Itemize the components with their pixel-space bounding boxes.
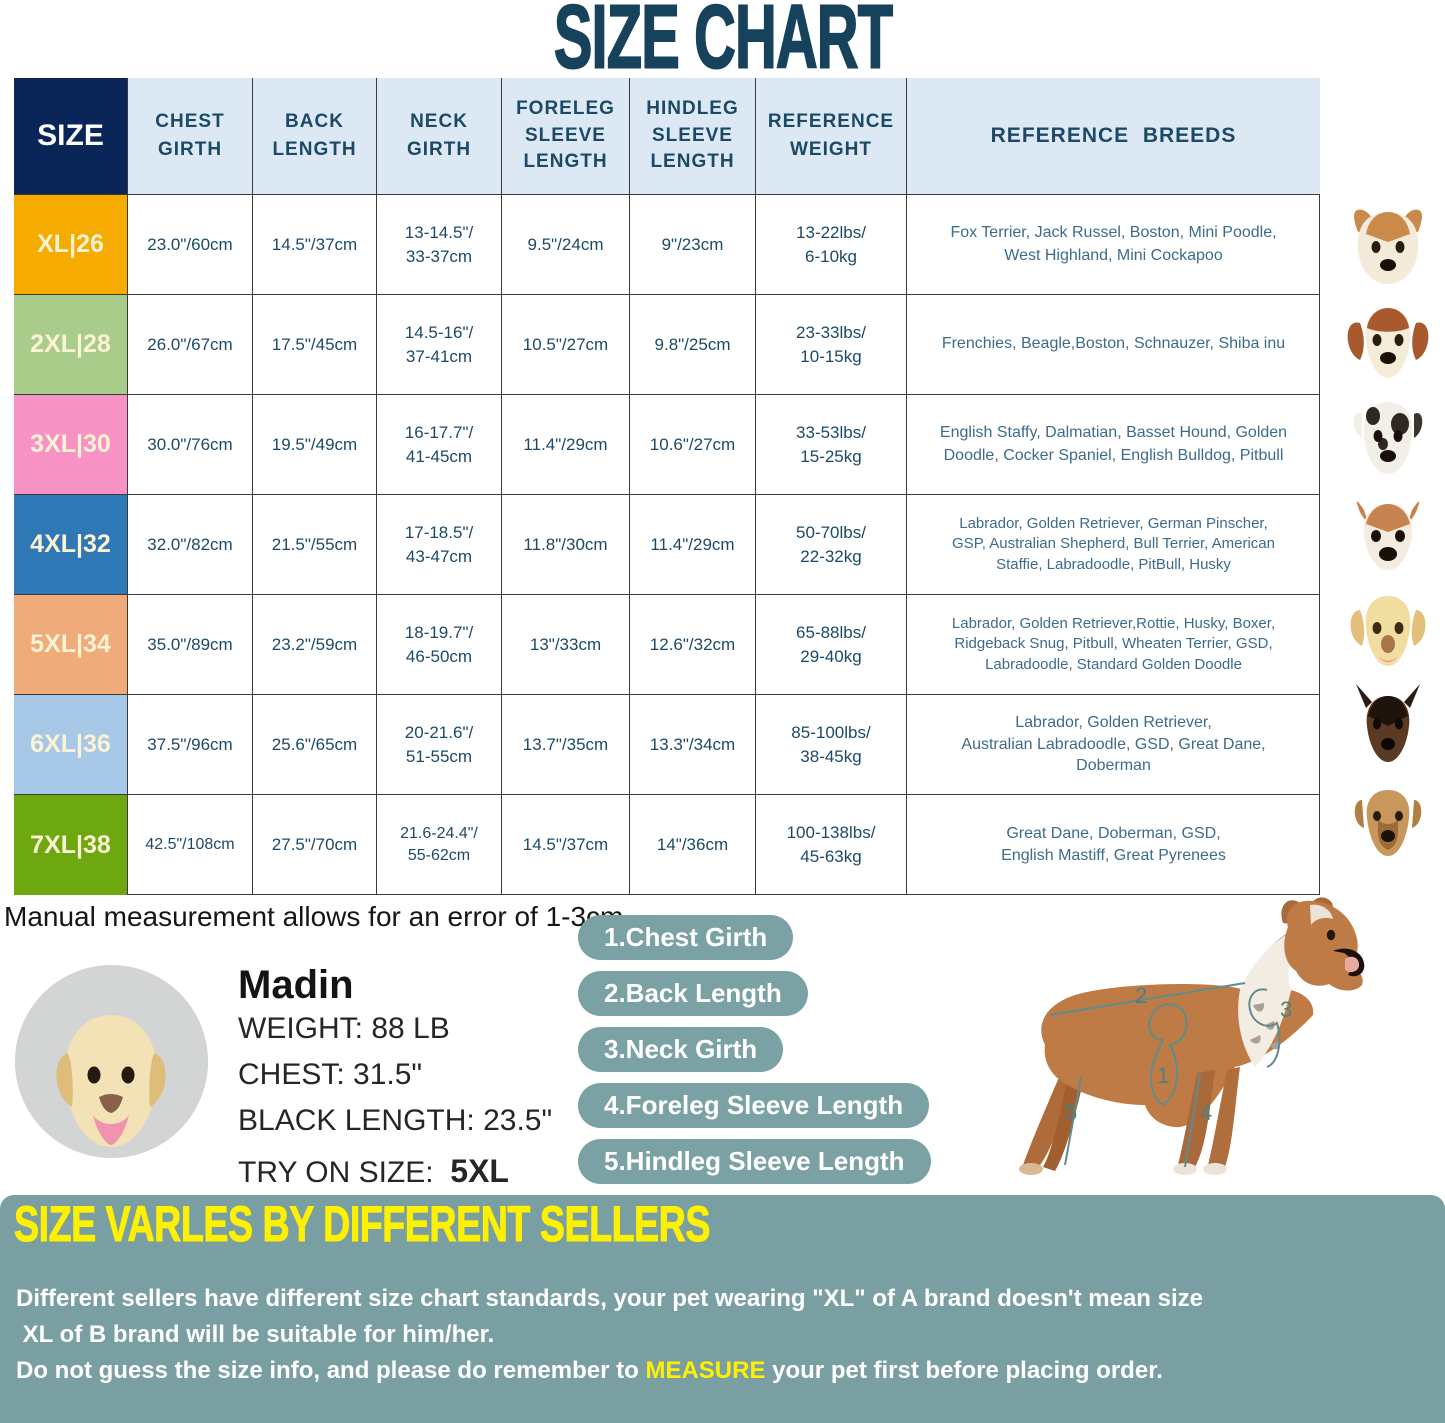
svg-text:2: 2	[1135, 983, 1147, 1008]
svg-text:1: 1	[1157, 1063, 1169, 1088]
svg-text:3: 3	[1280, 997, 1292, 1022]
svg-text:5: 5	[1065, 1100, 1077, 1125]
svg-text:4: 4	[1200, 1100, 1212, 1125]
